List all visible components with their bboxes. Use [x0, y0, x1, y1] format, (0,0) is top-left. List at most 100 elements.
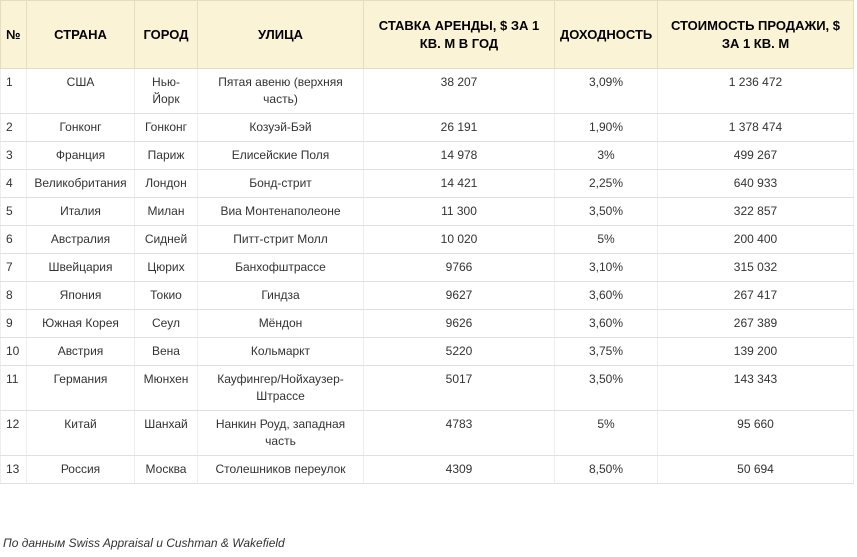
- cell-num: 10: [0, 337, 27, 366]
- cell-rent: 14 421: [363, 169, 555, 198]
- cell-street: Кольмаркт: [197, 337, 364, 366]
- cell-num: 9: [0, 309, 27, 338]
- table-row: 7 Швейцария Цюрих Банхофштрассе 9766 3,10% 315…: [0, 253, 854, 282]
- cell-street: Пятая авеню (верхняя часть): [197, 68, 364, 114]
- header-country: СТРАНА: [26, 0, 135, 69]
- cell-yield: 8,50%: [554, 455, 658, 484]
- cell-price: 315 032: [657, 253, 854, 282]
- table-row: 13 Россия Москва Столешников переулок 4309 8,…: [0, 455, 854, 484]
- cell-num: 2: [0, 113, 27, 142]
- cell-street: Елисейские Поля: [197, 141, 364, 170]
- table-row: 1 США Нью-Йорк Пятая авеню (верхняя часть) 3…: [0, 68, 854, 114]
- cell-country: США: [26, 68, 135, 114]
- cell-price: 200 400: [657, 225, 854, 254]
- cell-rent: 4309: [363, 455, 555, 484]
- cell-rent: 9626: [363, 309, 555, 338]
- cell-yield: 3%: [554, 141, 658, 170]
- cell-rent: 38 207: [363, 68, 555, 114]
- table-row: 9 Южная Корея Сеул Мёндон 9626 3,60% 267 389: [0, 309, 854, 338]
- cell-city: Вена: [134, 337, 198, 366]
- cell-price: 50 694: [657, 455, 854, 484]
- cell-yield: 3,50%: [554, 197, 658, 226]
- cell-num: 1: [0, 68, 27, 114]
- cell-price: 95 660: [657, 410, 854, 456]
- cell-price: 139 200: [657, 337, 854, 366]
- cell-yield: 5%: [554, 410, 658, 456]
- cell-price: 267 417: [657, 281, 854, 310]
- cell-country: Италия: [26, 197, 135, 226]
- table-row: 3 Франция Париж Елисейские Поля 14 978 3% 499 …: [0, 141, 854, 170]
- cell-street: Питт-стрит Молл: [197, 225, 364, 254]
- cell-price: 499 267: [657, 141, 854, 170]
- cell-price: 267 389: [657, 309, 854, 338]
- cell-rent: 9766: [363, 253, 555, 282]
- cell-yield: 1,90%: [554, 113, 658, 142]
- cell-num: 13: [0, 455, 27, 484]
- source-note: По данным Swiss Appraisal и Cushman & Wa…: [3, 536, 285, 550]
- header-street: УЛИЦА: [197, 0, 364, 69]
- cell-rent: 4783: [363, 410, 555, 456]
- cell-rent: 10 020: [363, 225, 555, 254]
- cell-rent: 5017: [363, 365, 555, 411]
- cell-city: Нью-Йорк: [134, 68, 198, 114]
- cell-num: 5: [0, 197, 27, 226]
- cell-country: Россия: [26, 455, 135, 484]
- cell-city: Париж: [134, 141, 198, 170]
- cell-country: Южная Корея: [26, 309, 135, 338]
- cell-city: Шанхай: [134, 410, 198, 456]
- table-row: 10 Австрия Вена Кольмаркт 5220 3,75% 139 200: [0, 337, 854, 366]
- header-city: ГОРОД: [134, 0, 198, 69]
- cell-num: 11: [0, 365, 27, 411]
- cell-num: 7: [0, 253, 27, 282]
- header-num: №: [0, 0, 27, 69]
- cell-city: Цюрих: [134, 253, 198, 282]
- cell-num: 12: [0, 410, 27, 456]
- cell-yield: 3,60%: [554, 309, 658, 338]
- cell-city: Гонконг: [134, 113, 198, 142]
- cell-price: 322 857: [657, 197, 854, 226]
- cell-city: Мюнхен: [134, 365, 198, 411]
- cell-price: 1 378 474: [657, 113, 854, 142]
- cell-yield: 3,75%: [554, 337, 658, 366]
- table-row: 12 Китай Шанхай Нанкин Роуд, западная часть…: [0, 410, 854, 456]
- cell-num: 3: [0, 141, 27, 170]
- cell-country: Гонконг: [26, 113, 135, 142]
- cell-city: Москва: [134, 455, 198, 484]
- table-row: 2 Гонконг Гонконг Козуэй-Бэй 26 191 1,90% 1 37…: [0, 113, 854, 142]
- cell-country: Австралия: [26, 225, 135, 254]
- header-rent: СТАВКА АРЕНДЫ, $ ЗА 1 КВ. М В ГОД: [363, 0, 555, 69]
- cell-yield: 3,60%: [554, 281, 658, 310]
- cell-yield: 3,10%: [554, 253, 658, 282]
- cell-country: Швейцария: [26, 253, 135, 282]
- cell-city: Сидней: [134, 225, 198, 254]
- cell-rent: 14 978: [363, 141, 555, 170]
- cell-street: Нанкин Роуд, западная часть: [197, 410, 364, 456]
- cell-rent: 5220: [363, 337, 555, 366]
- cell-city: Токио: [134, 281, 198, 310]
- cell-rent: 26 191: [363, 113, 555, 142]
- cell-price: 143 343: [657, 365, 854, 411]
- cell-num: 8: [0, 281, 27, 310]
- rent-table: № СТРАНА ГОРОД УЛИЦА СТАВКА АРЕНДЫ, $ ЗА…: [0, 0, 854, 484]
- cell-price: 640 933: [657, 169, 854, 198]
- cell-rent: 11 300: [363, 197, 555, 226]
- table-row: 5 Италия Милан Виа Монтенаполеоне 11 300 3,50…: [0, 197, 854, 226]
- cell-yield: 3,50%: [554, 365, 658, 411]
- cell-num: 6: [0, 225, 27, 254]
- cell-street: Бонд-стрит: [197, 169, 364, 198]
- table-row: 4 Великобритания Лондон Бонд-стрит 14 421 2,2…: [0, 169, 854, 198]
- cell-country: Австрия: [26, 337, 135, 366]
- cell-street: Кауфингер/Нойхаузер-Штрассе: [197, 365, 364, 411]
- header-price: СТОИМОСТЬ ПРОДАЖИ, $ ЗА 1 КВ. М: [657, 0, 854, 69]
- cell-city: Сеул: [134, 309, 198, 338]
- cell-rent: 9627: [363, 281, 555, 310]
- cell-country: Великобритания: [26, 169, 135, 198]
- cell-street: Козуэй-Бэй: [197, 113, 364, 142]
- cell-yield: 2,25%: [554, 169, 658, 198]
- cell-yield: 5%: [554, 225, 658, 254]
- cell-city: Милан: [134, 197, 198, 226]
- cell-yield: 3,09%: [554, 68, 658, 114]
- cell-num: 4: [0, 169, 27, 198]
- table-row: 6 Австралия Сидней Питт-стрит Молл 10 020 5% 2…: [0, 225, 854, 254]
- cell-street: Виа Монтенаполеоне: [197, 197, 364, 226]
